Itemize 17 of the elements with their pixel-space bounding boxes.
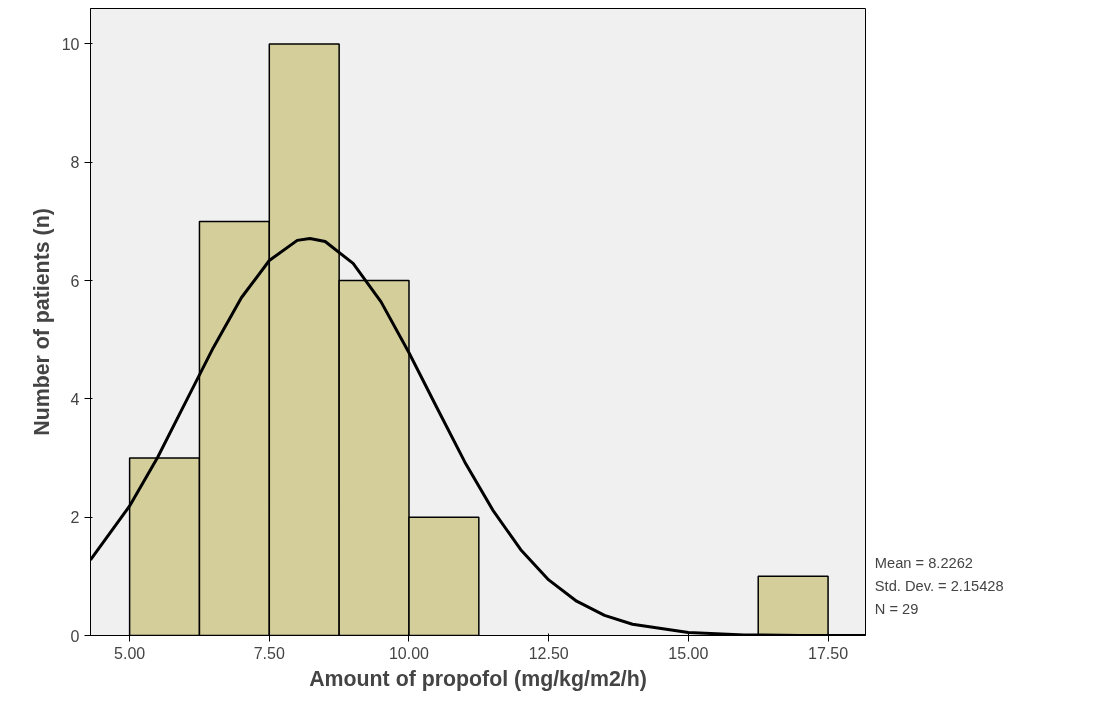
x-tick-label: 17.50 xyxy=(808,644,849,662)
text: Std. Dev. = 2.15428 xyxy=(874,578,1004,595)
x-axis-title: Amount of propofol (mg/kg/m2/h) xyxy=(309,666,647,691)
y-tick-label: 0 xyxy=(70,627,80,645)
x-tick-label: 10.00 xyxy=(388,644,430,662)
y-tick-label: 6 xyxy=(70,272,80,290)
y-tick-label: 10 xyxy=(61,35,80,53)
x-tick-label: 12.50 xyxy=(528,644,569,662)
y-tick-label: 4 xyxy=(70,390,80,408)
y-tick-label: 2 xyxy=(70,509,80,527)
y-tick-label: 8 xyxy=(70,154,80,172)
x-tick-label: 5.00 xyxy=(114,644,146,662)
y-axis-title: Number of patients (n) xyxy=(29,208,54,436)
x-tick-label: 7.50 xyxy=(253,644,285,662)
text: N = 29 xyxy=(874,601,919,618)
text: Mean = 8.2262 xyxy=(874,555,973,572)
x-tick-label: 15.00 xyxy=(668,644,709,662)
